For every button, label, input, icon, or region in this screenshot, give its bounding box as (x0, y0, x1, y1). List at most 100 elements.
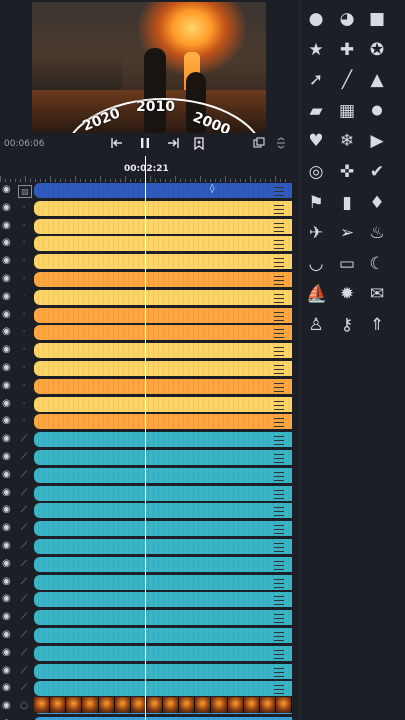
drag-handle-icon[interactable] (274, 187, 284, 196)
track-clip[interactable] (34, 503, 292, 519)
drag-handle-icon[interactable] (274, 560, 284, 570)
visibility-eye-icon[interactable]: ◉ (2, 700, 11, 712)
track-row[interactable]: ◉ ⟋ (0, 574, 292, 591)
track-clip[interactable] (34, 663, 292, 679)
partial-icon[interactable]: ▐ (397, 223, 405, 243)
track-row[interactable]: ◉ · (0, 360, 292, 377)
track-row[interactable]: ◉ · (0, 253, 292, 270)
drag-handle-icon[interactable] (274, 507, 284, 517)
visibility-eye-icon[interactable]: ◉ (2, 664, 11, 676)
visibility-eye-icon[interactable]: ◉ (2, 344, 11, 356)
track-row[interactable]: ◉ · (0, 235, 292, 252)
paper-plane-icon[interactable]: ➢ (339, 223, 355, 244)
track-clip[interactable] (34, 645, 292, 661)
drag-handle-icon[interactable] (274, 347, 284, 357)
rocket-icon[interactable]: ⇑ (369, 315, 385, 335)
drop-icon[interactable]: ● (371, 102, 383, 118)
partial-icon[interactable]: ▐ (397, 131, 405, 151)
track-row[interactable]: ◉ ⟋ (0, 538, 292, 555)
bookmark-button[interactable] (191, 137, 207, 153)
track-row[interactable]: ◉ · (0, 342, 292, 359)
track-clip[interactable] (34, 254, 292, 270)
track-clip[interactable] (34, 610, 292, 626)
track-clip[interactable] (34, 556, 292, 572)
visibility-eye-icon[interactable]: ◉ (2, 486, 11, 498)
collapse-button[interactable] (273, 137, 289, 153)
visibility-eye-icon[interactable]: ◉ (2, 719, 14, 720)
track-clip[interactable] (34, 396, 292, 412)
track-row[interactable]: ◉ ⟋ (0, 663, 292, 680)
drag-handle-icon[interactable] (274, 329, 284, 339)
track-clip[interactable] (34, 628, 292, 643)
track-clip[interactable] (34, 681, 292, 697)
track-row[interactable]: ◉ · (0, 218, 292, 235)
track-clip[interactable] (34, 218, 292, 234)
track-row[interactable]: ◉ ⟋ (0, 627, 292, 644)
track-row[interactable]: ◉ ⟋ (0, 556, 292, 573)
diamond-icon[interactable]: ♦ (369, 192, 385, 213)
visibility-eye-icon[interactable]: ◉ (2, 593, 11, 605)
track-clip[interactable] (34, 361, 292, 376)
track-row[interactable]: ◉○ (0, 716, 292, 720)
track-row[interactable]: ◉ ⟋ (0, 449, 292, 466)
partial-icon[interactable]: ▐ (397, 193, 405, 213)
drag-handle-icon[interactable] (274, 578, 284, 588)
track-row[interactable]: ◉ · (0, 200, 292, 217)
visibility-eye-icon[interactable]: ◉ (2, 557, 11, 569)
drag-handle-icon[interactable] (274, 471, 284, 481)
visibility-eye-icon[interactable]: ◉ (2, 326, 11, 338)
visibility-eye-icon[interactable]: ◉ (2, 451, 11, 462)
flame-icon[interactable]: ♨ (369, 223, 385, 244)
video-preview[interactable]: 2020 2010 2000 (32, 2, 266, 133)
partial-icon[interactable]: ▐ (397, 40, 405, 60)
track-row[interactable]: ◉ ▨ ◊ (0, 182, 292, 199)
drag-handle-icon[interactable] (274, 632, 284, 641)
track-clip[interactable] (34, 717, 292, 720)
track-row[interactable]: ◉ · (0, 324, 292, 341)
track-clip[interactable] (34, 325, 292, 341)
track-clip[interactable] (34, 485, 292, 501)
drag-handle-icon[interactable] (274, 382, 284, 392)
visibility-eye-icon[interactable]: ◉ (2, 415, 11, 427)
track-row[interactable]: ◉ · (0, 413, 292, 430)
drag-handle-icon[interactable] (274, 258, 284, 268)
bookmark-icon[interactable]: ▮ (342, 192, 352, 213)
square-icon[interactable]: ■ (368, 9, 386, 29)
track-row[interactable]: ◉ ⟋ (0, 467, 292, 484)
track-row[interactable]: ◉ ⟋ (0, 609, 292, 626)
track-row[interactable]: ◉ · (0, 307, 292, 324)
track-row[interactable]: ◉ ⟋ (0, 485, 292, 502)
visibility-eye-icon[interactable]: ◉ (2, 201, 11, 213)
partial-icon[interactable]: ▐ (397, 254, 405, 274)
track-clip[interactable] (34, 343, 292, 359)
track-row[interactable]: ◉ ⟋ (0, 502, 292, 519)
visibility-eye-icon[interactable]: ◉ (2, 540, 11, 551)
track-clip[interactable] (34, 467, 292, 483)
visibility-eye-icon[interactable]: ◉ (2, 504, 11, 516)
visibility-eye-icon[interactable]: ◉ (2, 308, 11, 320)
visibility-eye-icon[interactable]: ◉ (2, 682, 11, 694)
partial-icon[interactable]: ▐ (397, 101, 405, 121)
track-clip[interactable] (34, 539, 292, 554)
drag-handle-icon[interactable] (274, 436, 284, 446)
drag-handle-icon[interactable] (274, 311, 284, 321)
track-clip[interactable] (34, 592, 292, 608)
track-clip[interactable] (34, 378, 292, 394)
track-clip[interactable] (34, 236, 292, 252)
drag-handle-icon[interactable] (274, 454, 284, 463)
skip-end-button[interactable] (165, 137, 181, 153)
drag-handle-icon[interactable] (274, 365, 284, 374)
star-icon[interactable]: ★ (308, 39, 324, 60)
visibility-eye-icon[interactable]: ◉ (2, 184, 11, 195)
line-icon[interactable]: ╱ (341, 70, 353, 91)
heart-icon[interactable]: ♥ (308, 131, 324, 152)
partial-icon[interactable]: ▐ (397, 70, 405, 90)
track-row[interactable]: ◉ · (0, 396, 292, 413)
person-icon[interactable]: ♙ (308, 315, 324, 335)
visibility-eye-icon[interactable]: ◉ (2, 397, 11, 409)
envelope-icon[interactable]: ✉ (369, 284, 385, 305)
drag-handle-icon[interactable] (274, 400, 284, 410)
track-clip[interactable] (34, 200, 292, 216)
track-row[interactable]: ◉ ⟋ (0, 520, 292, 537)
drag-handle-icon[interactable] (274, 614, 284, 624)
